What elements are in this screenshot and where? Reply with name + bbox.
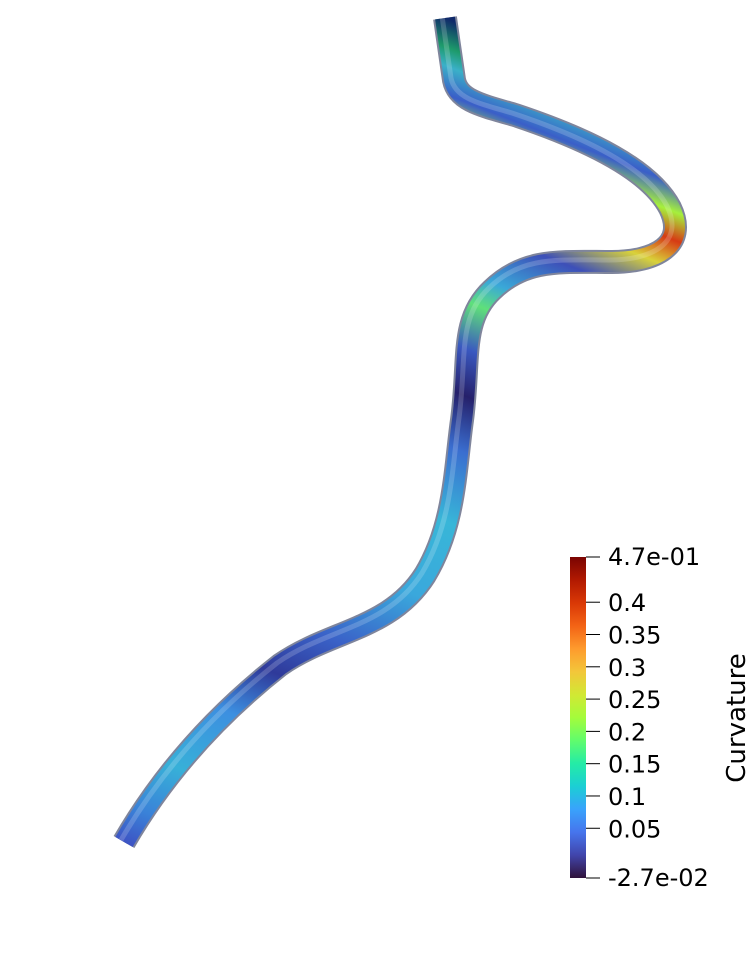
colorbar-ticks: 0.4 0.35 0.3 0.25 0.2 0.15 0.1 0.05 [586,556,661,879]
colorbar-tick-label: 0.1 [608,783,646,811]
colorbar-tick-label: 0.3 [608,654,646,682]
colorbar-tick-label: 0.25 [608,686,661,714]
colorbar-gradient [570,557,586,878]
colorbar-tick-label: 0.35 [608,622,661,650]
tube-highlight [118,15,675,842]
tube-body [115,16,685,848]
colorbar-max-label: 4.7e-01 [608,543,700,571]
colorbar-title: Curvature [722,653,751,782]
colorbar-min-label: -2.7e-02 [608,864,709,892]
colorbar-tick-label: 0.4 [608,589,646,617]
colorbar-tick-label: 0.2 [608,718,646,746]
colorbar-tick-label: 0.15 [608,751,661,779]
colorbar-tick-label: 0.05 [608,815,661,843]
